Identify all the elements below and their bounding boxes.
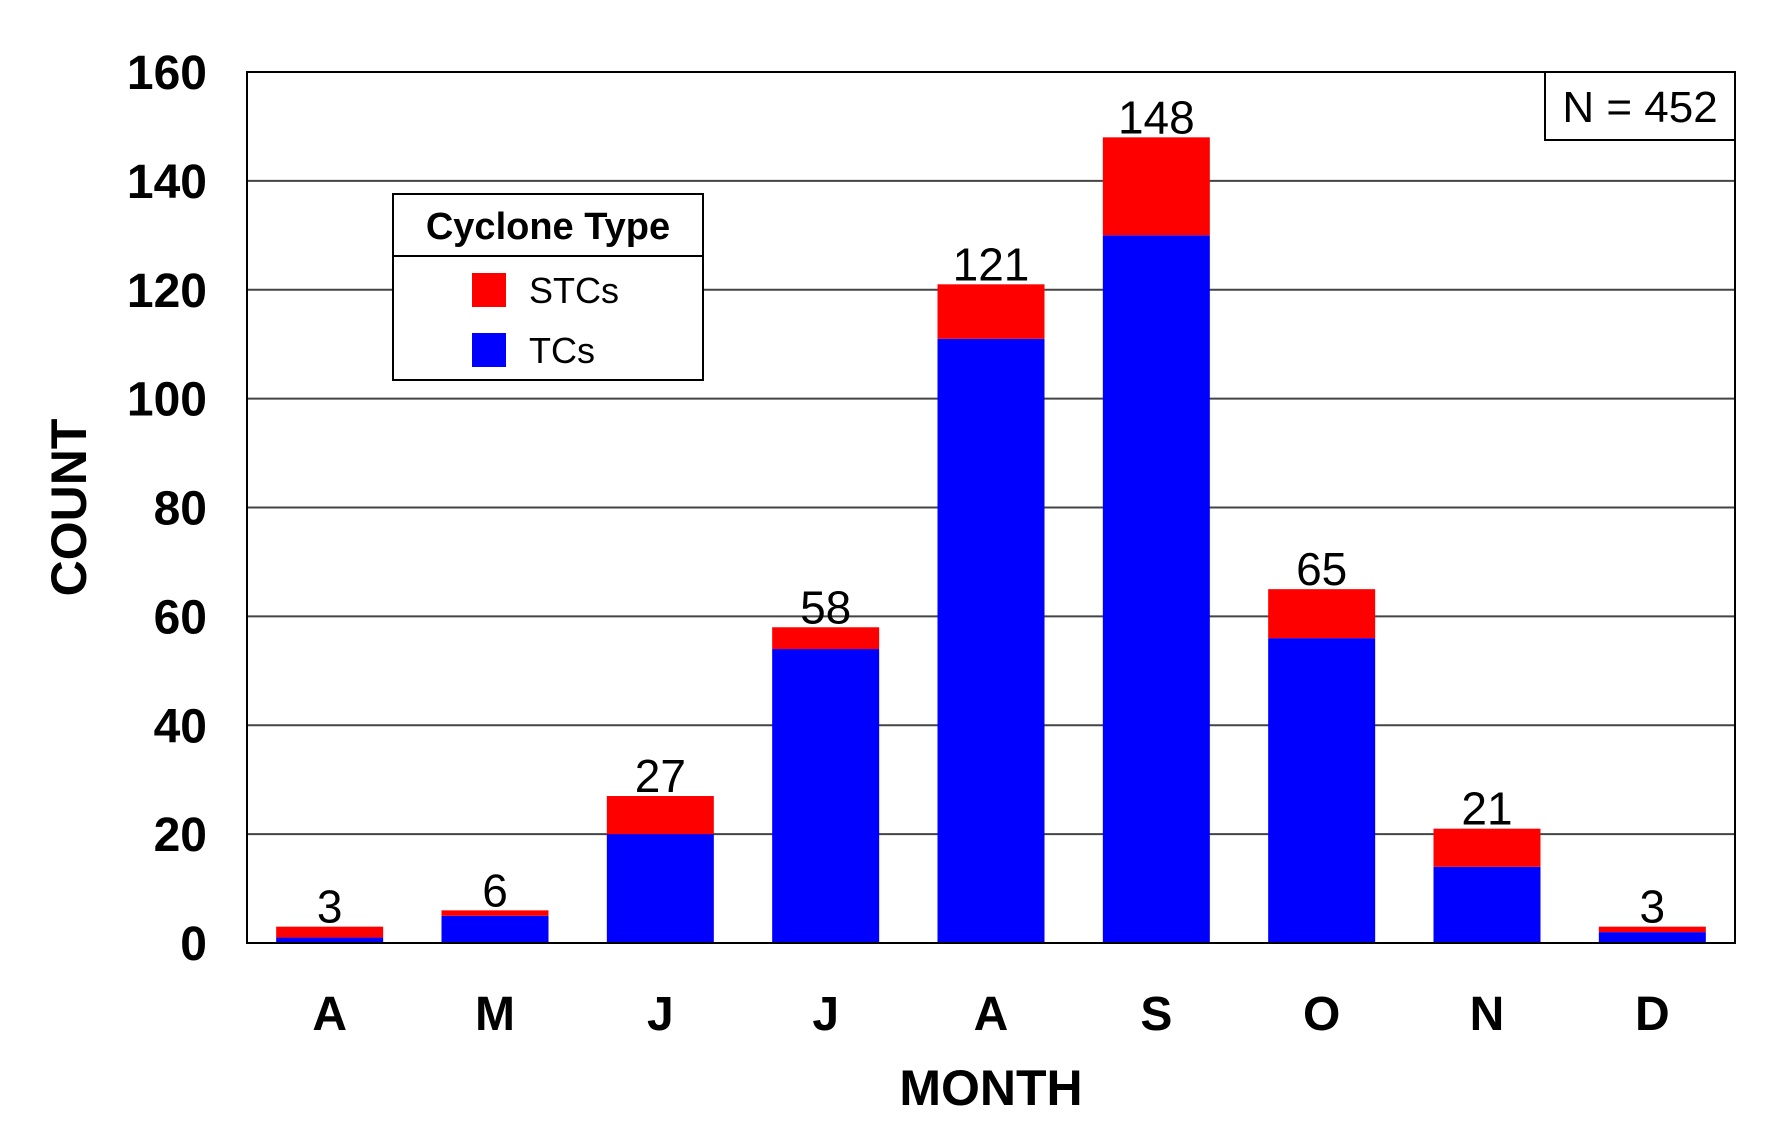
- y-tick-label: 140: [127, 156, 207, 209]
- legend-label-stcs: STCs: [529, 270, 619, 311]
- x-tick-label: A: [312, 988, 347, 1041]
- data-labels: 3 6 27 58 121 148 65 21 3: [317, 91, 1665, 932]
- bars: [276, 137, 1706, 943]
- bar-segment-tcs: [1102, 235, 1210, 943]
- y-tick-label: 20: [154, 809, 207, 862]
- bar-total-label: 58: [800, 581, 851, 633]
- bar-segment-tcs: [772, 649, 880, 943]
- legend: Cyclone Type STCs TCs: [392, 193, 704, 381]
- bar-segment-stcs: [1433, 828, 1541, 867]
- bar-segment-tcs: [441, 915, 549, 943]
- y-axis-title: COUNT: [41, 419, 97, 597]
- bar-total-label: 65: [1296, 543, 1347, 595]
- x-tick-label: S: [1140, 988, 1172, 1041]
- x-axis-title: MONTH: [899, 1060, 1082, 1116]
- bar-total-label: 21: [1461, 783, 1512, 835]
- legend-swatch-stcs: [472, 273, 506, 307]
- bar-segment-stcs: [1102, 137, 1210, 236]
- sample-size-label: N = 452: [1562, 83, 1717, 132]
- bar-segment-tcs: [1433, 866, 1541, 943]
- plot-frame: [246, 71, 1736, 944]
- y-tick-label: 40: [154, 700, 207, 753]
- y-tick-label: 120: [127, 265, 207, 318]
- bar-segment-stcs: [606, 796, 714, 835]
- y-tick-label: 80: [154, 483, 207, 536]
- sample-size-frame: [1544, 71, 1736, 141]
- bar-segment-stcs: [1268, 589, 1376, 639]
- x-tick-label: N: [1470, 988, 1505, 1041]
- y-tick-label: 100: [127, 374, 207, 427]
- bar-total-label: 27: [635, 750, 686, 802]
- legend-title: Cyclone Type: [426, 206, 670, 248]
- x-tick-label: J: [812, 988, 839, 1041]
- y-tick-label: 160: [127, 47, 207, 100]
- legend-swatch-tcs: [472, 333, 506, 367]
- bar-segment-stcs: [1598, 926, 1706, 933]
- bar-total-label: 3: [317, 881, 343, 933]
- bar-total-label: 121: [953, 238, 1030, 290]
- y-tick-label: 0: [180, 918, 207, 971]
- bar-total-label: 148: [1118, 91, 1195, 143]
- bar-segment-stcs: [772, 627, 880, 650]
- bar-segment-tcs: [1268, 638, 1376, 943]
- bar-segment-tcs: [937, 338, 1045, 943]
- bar-segment-stcs: [937, 284, 1045, 339]
- x-tick-label: O: [1303, 988, 1340, 1041]
- bar-segment-tcs: [276, 937, 384, 943]
- y-tick-labels: 0 20 40 60 80 100 120 140 160: [127, 47, 207, 971]
- y-tick-label: 60: [154, 591, 207, 644]
- bar-segment-tcs: [606, 834, 714, 943]
- legend-label-tcs: TCs: [529, 330, 595, 371]
- x-tick-label: D: [1635, 988, 1670, 1041]
- x-tick-label: A: [974, 988, 1009, 1041]
- bar-segment-stcs: [276, 926, 384, 938]
- bar-segment-stcs: [441, 910, 549, 916]
- x-tick-label: M: [475, 988, 515, 1041]
- bar-total-label: 6: [482, 864, 508, 916]
- x-tick-label: J: [647, 988, 674, 1041]
- bar-total-label: 3: [1640, 881, 1666, 933]
- sample-size-box: N = 452: [1544, 71, 1736, 141]
- bar-segment-tcs: [1598, 932, 1706, 943]
- legend-box: [392, 193, 704, 381]
